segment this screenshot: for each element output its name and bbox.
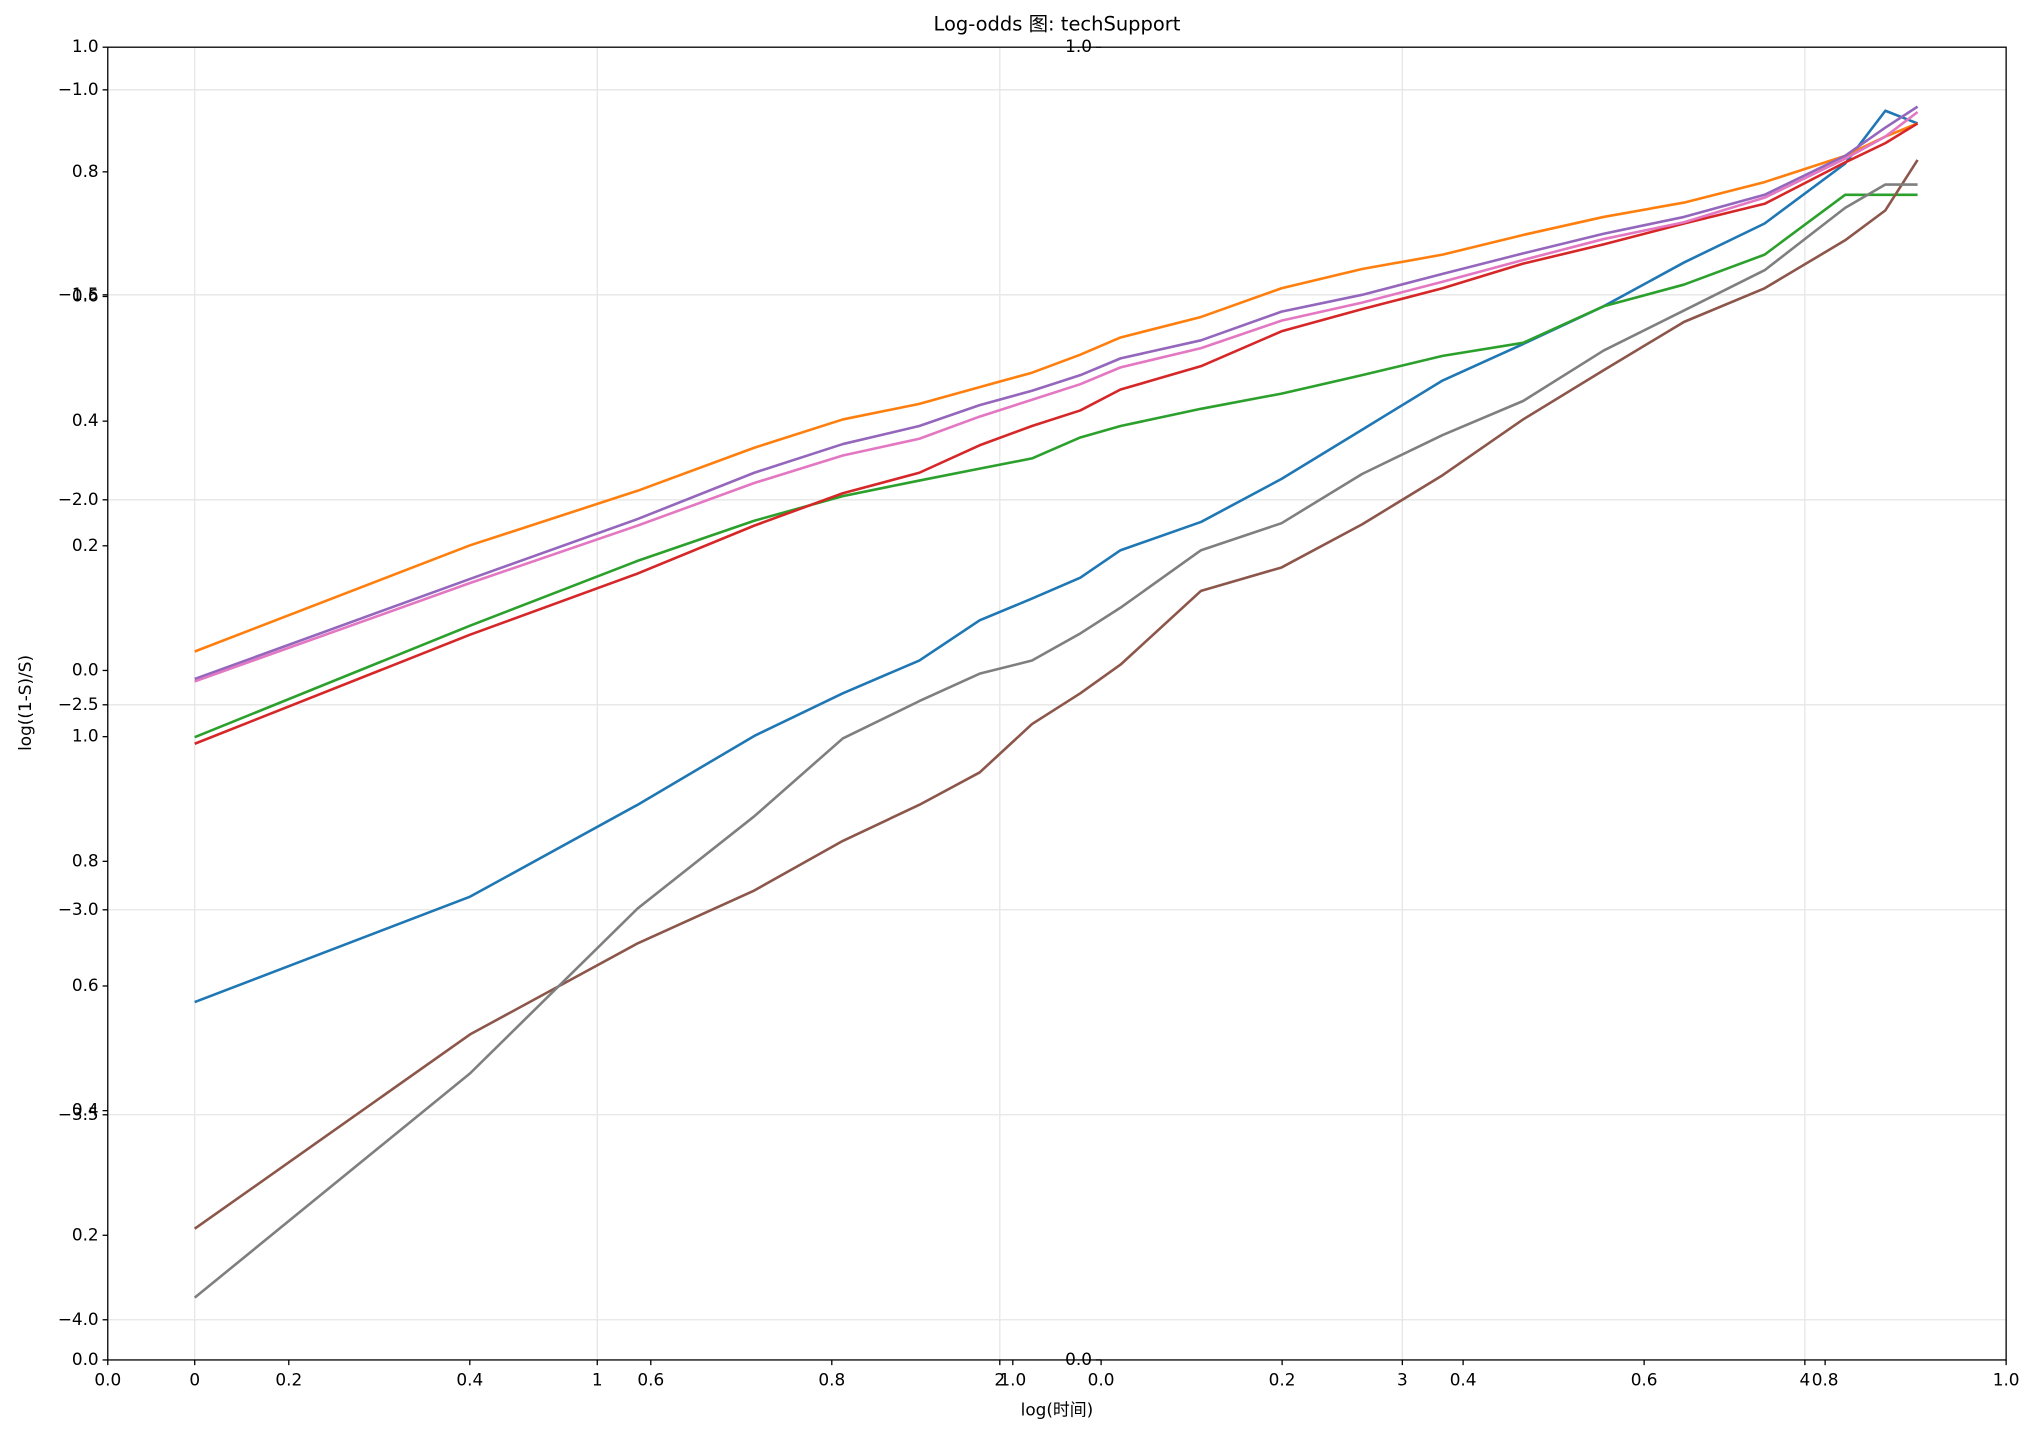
y-tick-label: −4.0 [58, 1309, 99, 1329]
chart-title: Log-odds 图: techSupport [933, 13, 1180, 36]
y-tick-label: −3.5 [58, 1104, 99, 1124]
x-tick-label: 0 [189, 1370, 200, 1390]
series-line [193, 183, 1918, 1299]
y-axis-label: log((1-S)/S) [15, 655, 35, 751]
series-line [194, 122, 1919, 653]
y-tick-label: 0.6 [72, 285, 99, 305]
y-tick-label: −2.5 [58, 694, 99, 714]
x-tick-label: 0.0 [1088, 1370, 1115, 1390]
y-tick-label: 0.2 [72, 535, 99, 555]
x-tick-label: 1.0 [1993, 1370, 2020, 1390]
y-tick-label: 1.0 [1065, 36, 1092, 56]
y-tick-label: −1.5 [58, 284, 99, 304]
x-tick-label: 1.0 [999, 1370, 1026, 1390]
y-tick-label: −1.0 [58, 79, 99, 99]
x-tick-label: 1 [592, 1370, 603, 1390]
x-tick-label: 0.8 [818, 1370, 845, 1390]
y-tick-label: 0.8 [72, 161, 99, 181]
x-tick-label: 0.4 [1450, 1370, 1477, 1390]
x-tick-label: 0.4 [456, 1370, 483, 1390]
x-tick-label: 0.2 [1269, 1370, 1296, 1390]
y-tick-label: 0.2 [72, 1224, 99, 1244]
y-tick-label: 1.0 [72, 36, 99, 56]
series-line [194, 193, 1918, 739]
y-tick-label: −2.0 [58, 489, 99, 509]
x-tick-label: 0.6 [1631, 1370, 1658, 1390]
y-tick-label: 0.0 [72, 659, 99, 679]
y-tick-label: 0.6 [72, 975, 99, 995]
y-tick-label: 0.0 [72, 1349, 99, 1369]
y-tick-label: 0.4 [72, 1100, 99, 1120]
y-tick-label: −3.0 [58, 899, 99, 919]
x-tick-label: 4 [1799, 1370, 1810, 1390]
y-tick-label: 0.0 [1065, 1349, 1092, 1369]
series-line [194, 105, 1919, 681]
series-line [194, 122, 1919, 745]
series-line [194, 110, 1919, 683]
series-line [193, 159, 1919, 1230]
plot-frame [107, 46, 2007, 1361]
x-tick-label: 0.8 [1812, 1370, 1839, 1390]
y-tick-label: 1.0 [72, 726, 99, 746]
x-tick-label: 3 [1397, 1370, 1408, 1390]
y-tick-label: 0.4 [72, 410, 99, 430]
series-line [194, 109, 1919, 1004]
x-tick-label: 0.2 [275, 1370, 302, 1390]
x-tick-label: 0.0 [94, 1370, 121, 1390]
x-tick-label: 0.6 [637, 1370, 664, 1390]
y-tick-label: 0.8 [72, 850, 99, 870]
x-tick-label: 2 [994, 1370, 1005, 1390]
x-axis-label: log(时间) [1021, 1400, 1094, 1420]
